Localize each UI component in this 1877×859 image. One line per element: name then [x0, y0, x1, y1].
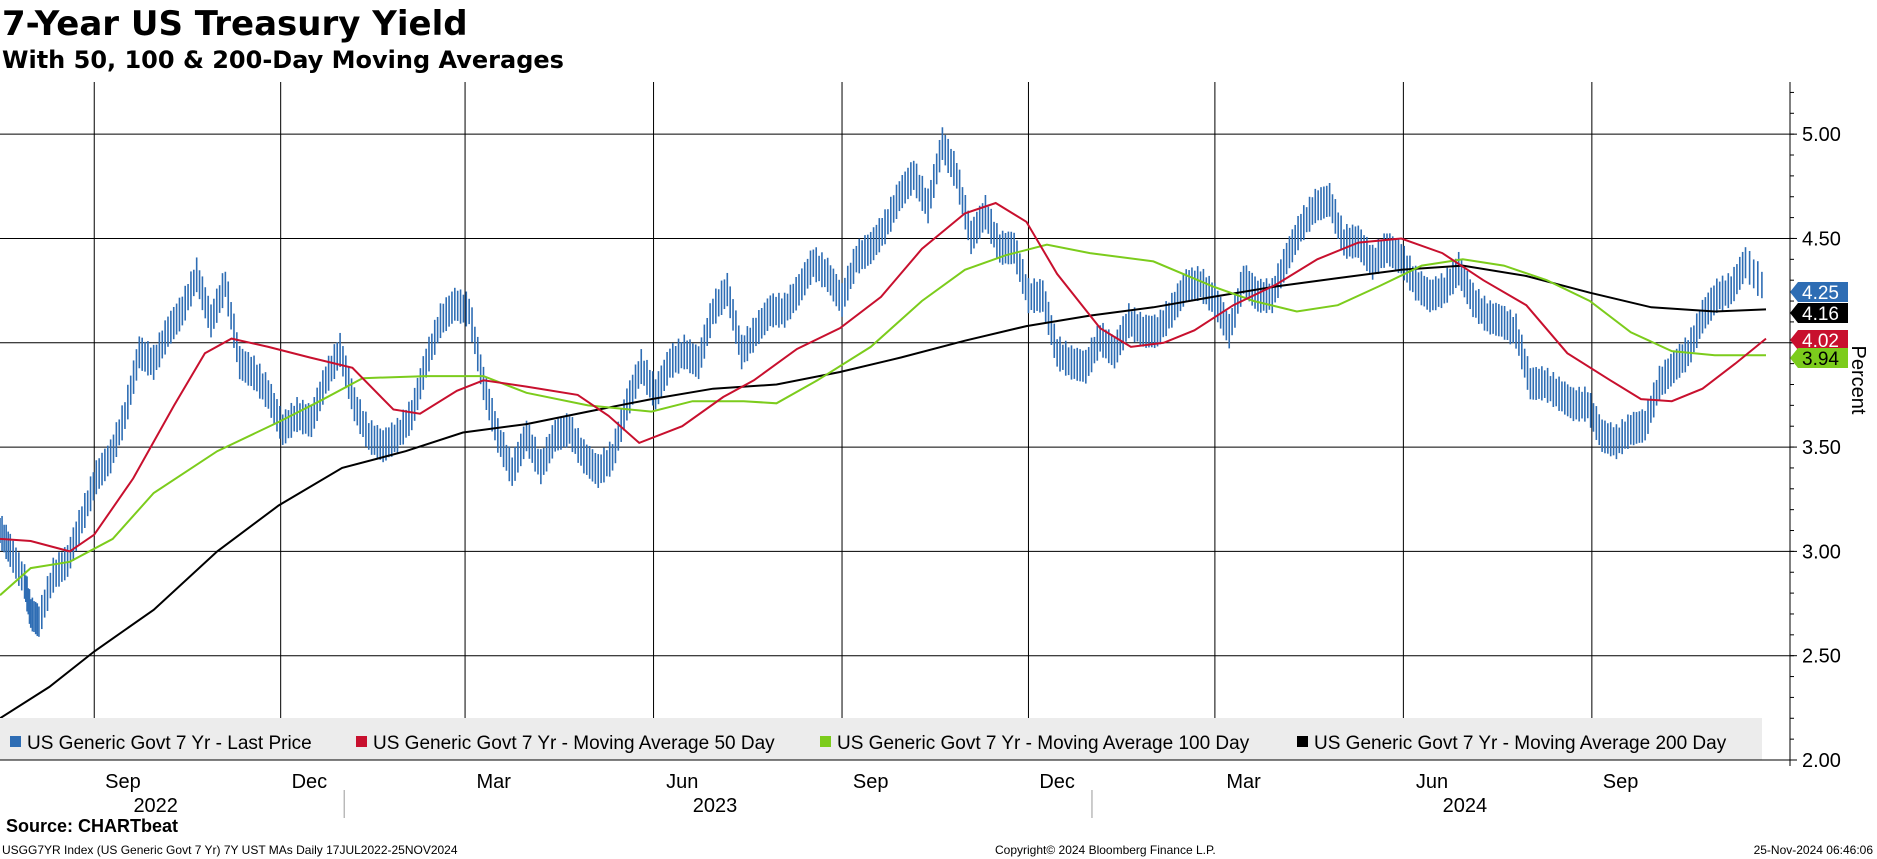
y-tick-label: 5.00 [1802, 124, 1841, 146]
legend-swatch [820, 736, 831, 747]
badge-shape [1790, 348, 1848, 368]
footer-copyright: Copyright© 2024 Bloomberg Finance L.P. [995, 843, 1216, 857]
source-note: Source: CHARTbeat [6, 816, 179, 836]
footer-timestamp: 25-Nov-2024 06:46:06 [1753, 843, 1873, 857]
badge-layer: 4.254.16 4.023.94 [1790, 282, 1848, 370]
x-month-label: Dec [292, 771, 328, 793]
chart-title: 7-Year US Treasury Yield [2, 4, 468, 44]
grid-layer [0, 82, 1790, 761]
x-year-label: 2023 [693, 795, 738, 817]
last-value-badge-ma50: 4.02 [1790, 330, 1848, 352]
ma50-line [0, 201, 1767, 553]
y-tick-label: 2.50 [1802, 646, 1841, 668]
x-month-label: Sep [853, 771, 889, 793]
chart-subtitle: With 50, 100 & 200-Day Moving Averages [2, 46, 564, 74]
legend-label: US Generic Govt 7 Yr - Moving Average 50… [373, 733, 775, 754]
x-month-label: Sep [1603, 771, 1639, 793]
x-month-label: Mar [1226, 771, 1261, 793]
ma100-line [0, 243, 1766, 596]
legend-label: US Generic Govt 7 Yr - Moving Average 20… [1314, 733, 1727, 754]
chart: US Generic Govt 7 Yr - Last Price US Gene… [0, 82, 1869, 818]
last-value-badge-ma100: 3.94 [1790, 348, 1848, 370]
legend-item-ma50: US Generic Govt 7 Yr - Moving Average 50… [356, 733, 775, 754]
legend-swatch [356, 736, 367, 747]
badge-label: 4.16 [1802, 304, 1839, 325]
legend-swatch [10, 736, 21, 747]
axis-layer: 2.002.503.003.504.004.505.00PercentSepDe… [0, 82, 1869, 818]
y-axis-title: Percent [1847, 346, 1869, 415]
y-tick-label: 3.00 [1802, 541, 1841, 563]
badge-label: 3.94 [1802, 349, 1839, 370]
badge-shape [1790, 330, 1848, 350]
legend-label: US Generic Govt 7 Yr - Moving Average 10… [837, 733, 1250, 754]
last-value-badge-price: 4.25 [1790, 282, 1848, 304]
y-tick-label: 3.50 [1802, 437, 1841, 459]
x-month-label: Jun [666, 771, 698, 793]
badge-label: 4.25 [1802, 283, 1839, 304]
y-tick-label: 4.50 [1802, 228, 1841, 250]
legend-layer: US Generic Govt 7 Yr - Last Price US Gene… [0, 718, 1762, 760]
legend-label: US Generic Govt 7 Yr - Last Price [27, 733, 312, 754]
ma200-line [0, 264, 1767, 720]
legend-item-ma200: US Generic Govt 7 Yr - Moving Average 20… [1297, 733, 1727, 754]
y-tick-label: 2.00 [1802, 750, 1841, 772]
x-year-label: 2024 [1443, 795, 1488, 817]
x-month-label: Mar [477, 771, 512, 793]
badge-shape [1790, 303, 1848, 323]
legend-item-ma100: US Generic Govt 7 Yr - Moving Average 10… [820, 733, 1250, 754]
footer-ticker-info: USGG7YR Index (US Generic Govt 7 Yr) 7Y … [2, 843, 458, 857]
legend-band [0, 718, 1762, 760]
x-month-label: Sep [105, 771, 141, 793]
legend-item-price: US Generic Govt 7 Yr - Last Price [10, 733, 312, 754]
series-layer [0, 127, 1767, 720]
x-month-label: Dec [1039, 771, 1075, 793]
x-month-label: Jun [1416, 771, 1448, 793]
badge-shape [1790, 282, 1848, 302]
badge-label: 4.02 [1802, 331, 1839, 352]
legend-swatch [1297, 736, 1308, 747]
last-value-badge-ma200: 4.16 [1790, 303, 1848, 325]
x-year-label: 2022 [133, 795, 178, 817]
